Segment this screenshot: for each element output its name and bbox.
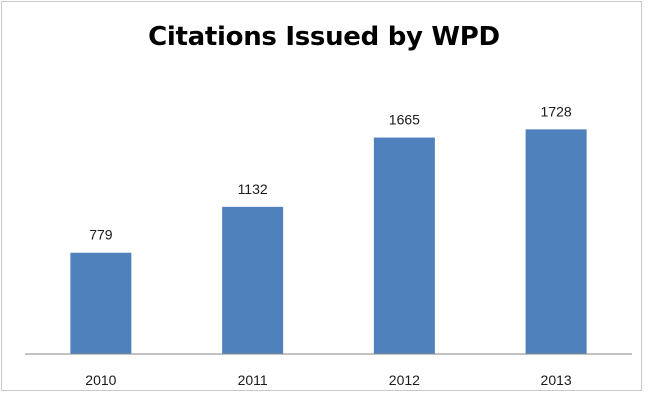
data-label-2011: 1132 bbox=[238, 181, 268, 197]
bar-2013 bbox=[525, 129, 587, 354]
bar-2012 bbox=[373, 137, 435, 354]
data-label-2010: 779 bbox=[89, 227, 113, 243]
x-tick-labels-layer: 2010 2011 2012 2013 bbox=[85, 372, 572, 388]
bar-2010 bbox=[70, 252, 132, 354]
data-label-2012: 1665 bbox=[389, 112, 420, 128]
bar-2011 bbox=[222, 206, 284, 354]
x-tick-label-2013: 2013 bbox=[541, 372, 572, 388]
x-tick-label-2010: 2010 bbox=[85, 372, 116, 388]
x-tick-label-2011: 2011 bbox=[238, 372, 268, 388]
bars-layer bbox=[70, 129, 587, 354]
data-labels-layer: 779 1132 1665 1728 bbox=[89, 103, 572, 242]
chart-title: Citations Issued by WPD bbox=[148, 22, 500, 52]
x-tick-label-2012: 2012 bbox=[389, 372, 420, 388]
data-label-2013: 1728 bbox=[541, 103, 572, 119]
